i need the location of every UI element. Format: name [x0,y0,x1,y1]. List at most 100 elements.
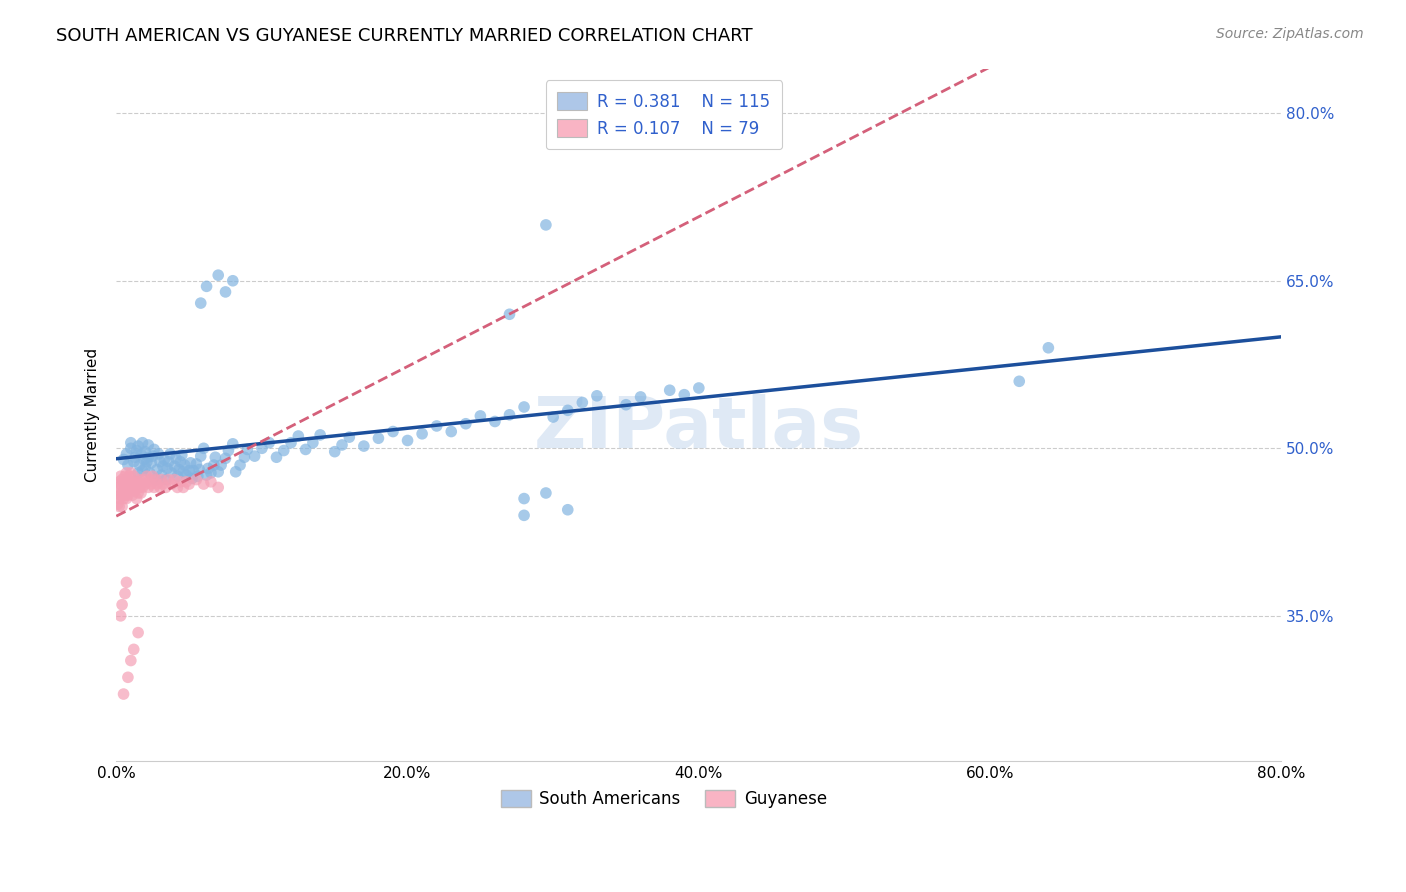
Point [273,443,295,458]
Point [124,475,146,489]
Point [204,450,226,465]
Point [170,448,193,462]
Point [115,575,138,590]
Point [139,466,162,480]
Point [330,438,353,452]
Point [152,459,174,474]
Point [541,410,564,425]
Point [177,477,200,491]
Point [214,285,236,299]
Point [586,389,609,403]
Point [136,450,159,465]
Point [136,480,159,494]
Point [124,483,146,498]
Point [141,477,163,491]
Point [145,473,167,487]
Point [120,435,142,450]
Point [118,469,141,483]
Point [122,469,145,483]
Point [122,455,145,469]
Point [163,473,186,487]
Point [163,459,186,474]
Point [166,480,188,494]
Text: ZIPatlas: ZIPatlas [534,394,863,463]
Point [193,442,215,456]
Point [498,307,520,321]
Point [169,475,191,489]
Point [287,429,309,443]
Point [222,437,245,451]
Point [117,670,139,684]
Point [125,491,148,506]
Point [105,486,128,500]
Point [250,442,273,456]
Point [121,488,143,502]
Point [122,642,145,657]
Point [280,435,302,450]
Point [173,458,195,472]
Point [160,477,183,491]
Point [131,464,153,478]
Point [217,443,239,458]
Point [195,279,218,293]
Point [186,473,208,487]
Point [513,491,536,506]
Point [111,473,134,487]
Point [120,483,142,498]
Point [128,458,150,472]
Legend: South Americans, Guyanese: South Americans, Guyanese [494,783,834,815]
Point [454,417,477,431]
Point [155,480,177,494]
Point [156,461,179,475]
Point [207,465,229,479]
Point [266,450,288,465]
Point [225,465,247,479]
Point [534,486,557,500]
Point [110,477,132,491]
Point [207,268,229,282]
Point [484,415,506,429]
Point [202,458,225,472]
Point [115,491,138,506]
Point [236,442,259,457]
Point [166,469,188,483]
Point [129,447,152,461]
Text: Source: ZipAtlas.com: Source: ZipAtlas.com [1216,27,1364,41]
Point [128,473,150,487]
Point [127,475,149,489]
Point [129,477,152,491]
Point [309,428,332,442]
Point [115,447,138,461]
Point [155,473,177,487]
Point [180,456,202,470]
Point [426,419,449,434]
Point [125,443,148,458]
Point [157,473,180,487]
Point [367,431,389,445]
Point [149,455,172,469]
Point [233,450,256,465]
Point [134,477,156,491]
Point [115,477,138,491]
Point [143,480,166,494]
Point [148,447,170,461]
Point [112,687,135,701]
Point [200,466,222,480]
Point [190,449,212,463]
Point [243,449,266,463]
Point [111,500,134,514]
Point [169,455,191,469]
Point [688,381,710,395]
Point [118,477,141,491]
Point [353,439,375,453]
Point [207,480,229,494]
Point [337,430,360,444]
Point [1008,374,1031,388]
Point [159,447,181,461]
Point [108,491,131,506]
Point [107,480,129,494]
Point [174,475,197,489]
Point [149,480,172,494]
Point [134,444,156,458]
Point [114,469,136,483]
